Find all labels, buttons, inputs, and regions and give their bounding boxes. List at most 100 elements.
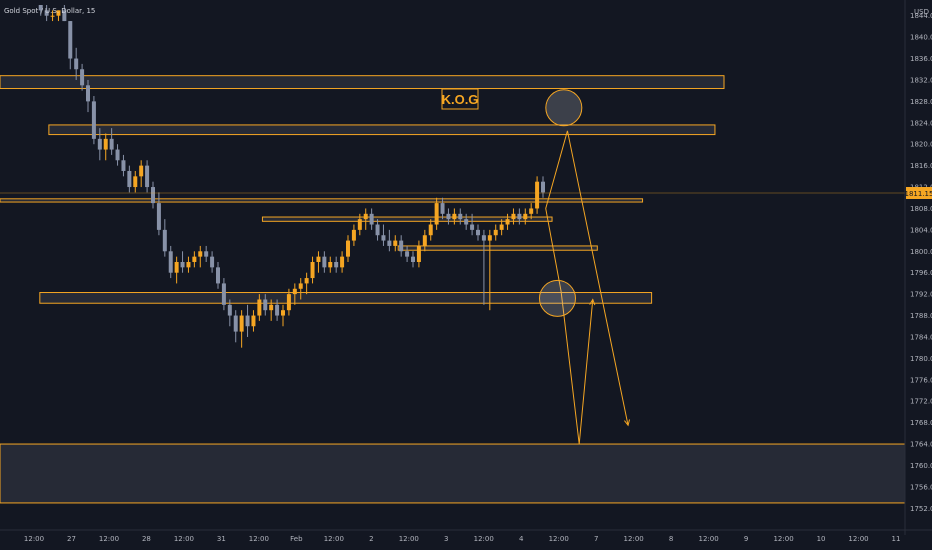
time-tick-label: 2 bbox=[369, 535, 373, 543]
symbol-header: Gold Spot / U.S. Dollar, 15 bbox=[4, 7, 95, 15]
candle-body bbox=[351, 229, 356, 241]
candle-body bbox=[97, 138, 102, 150]
price-tick-label: 1772.00 bbox=[910, 398, 932, 406]
candle-body bbox=[210, 256, 215, 268]
price-tick-label: 1768.00 bbox=[910, 419, 932, 427]
time-tick-label: 3 bbox=[444, 535, 448, 543]
candle-body bbox=[168, 251, 173, 273]
candle-body bbox=[139, 165, 144, 177]
candle-body bbox=[263, 299, 268, 311]
candle-body bbox=[91, 101, 96, 139]
candle-body bbox=[74, 58, 79, 70]
candle-body bbox=[535, 181, 540, 209]
candle-body bbox=[251, 315, 256, 327]
time-tick-label: 12:00 bbox=[848, 535, 868, 543]
candle-body bbox=[50, 15, 55, 17]
price-tick-label: 1796.00 bbox=[910, 269, 932, 277]
candle-body bbox=[369, 213, 374, 225]
candle-body bbox=[186, 262, 191, 268]
kog-label: K.O.G bbox=[441, 88, 479, 110]
projection-arrows bbox=[545, 130, 631, 445]
candle-body bbox=[523, 213, 528, 220]
candle-body bbox=[180, 262, 185, 268]
candle-body bbox=[127, 170, 132, 188]
zone bbox=[261, 216, 553, 222]
candle-body bbox=[541, 181, 545, 193]
candle-body bbox=[505, 219, 510, 225]
candle-body bbox=[162, 229, 167, 252]
candle-body bbox=[316, 256, 321, 262]
candle-body bbox=[428, 224, 433, 236]
candle-body bbox=[221, 283, 226, 305]
price-tick-label: 1840.00 bbox=[910, 34, 932, 42]
projection-arrowhead bbox=[624, 419, 631, 427]
projection-path bbox=[545, 130, 629, 426]
candle-body bbox=[345, 240, 350, 257]
price-tick-label: 1760.00 bbox=[910, 462, 932, 470]
time-tick-label: Feb bbox=[290, 535, 303, 543]
candle-body bbox=[68, 21, 73, 59]
candle-body bbox=[38, 5, 43, 11]
support-resistance-zones bbox=[0, 75, 906, 504]
candle-body bbox=[56, 10, 61, 16]
price-tick-label: 1764.00 bbox=[910, 441, 932, 449]
time-tick-label: 12:00 bbox=[99, 535, 119, 543]
candle-body bbox=[280, 310, 285, 316]
candle-body bbox=[121, 160, 126, 171]
time-tick-label: 12:00 bbox=[24, 535, 44, 543]
zone bbox=[0, 198, 644, 203]
candle-body bbox=[440, 203, 445, 214]
candle-body bbox=[192, 256, 197, 262]
time-tick-label: 7 bbox=[594, 535, 598, 543]
time-tick-label: 12:00 bbox=[474, 535, 494, 543]
candle-body bbox=[529, 208, 534, 214]
candle-body bbox=[304, 278, 309, 284]
candle-body bbox=[340, 256, 345, 268]
price-tick-label: 1780.00 bbox=[910, 355, 932, 363]
candle-body bbox=[227, 304, 232, 316]
candle-body bbox=[286, 294, 291, 311]
candle-body bbox=[381, 235, 386, 241]
candle-body bbox=[150, 187, 155, 204]
time-tick-label: 27 bbox=[67, 535, 76, 543]
candle-body bbox=[334, 262, 339, 268]
time-axis[interactable]: 12:00 27 12:00 28 12:00 31 12:00 Feb 12:00 2 12:00… bbox=[0, 529, 932, 543]
candle-body bbox=[109, 138, 114, 150]
time-tick-label: 12:00 bbox=[549, 535, 569, 543]
zone bbox=[397, 245, 598, 251]
candle-body bbox=[133, 176, 138, 188]
price-tick-label: 1756.00 bbox=[910, 483, 932, 491]
time-tick-label: 12:00 bbox=[773, 535, 793, 543]
candle-body bbox=[475, 229, 480, 236]
candle-body bbox=[85, 85, 90, 102]
price-axis[interactable]: 1844.00 1840.00 1836.00 1832.00 1828.00 1824.… bbox=[904, 0, 932, 535]
currency-label: USD bbox=[914, 8, 929, 16]
candle-body bbox=[357, 219, 362, 230]
time-tick-label: 12:00 bbox=[249, 535, 269, 543]
projection-path bbox=[545, 208, 594, 445]
candlestick-series bbox=[38, 5, 545, 348]
candle-body bbox=[292, 288, 297, 295]
candle-body bbox=[405, 251, 410, 257]
candle-body bbox=[517, 213, 522, 220]
time-tick-label: 12:00 bbox=[324, 535, 344, 543]
price-tick-label: 1788.00 bbox=[910, 312, 932, 320]
candle-body bbox=[215, 267, 220, 284]
candle-body bbox=[387, 240, 392, 246]
price-tick-label: 1792.00 bbox=[910, 291, 932, 299]
candle-body bbox=[44, 10, 49, 16]
candle-body bbox=[115, 149, 120, 161]
candle-body bbox=[198, 251, 203, 257]
candle-body bbox=[464, 219, 469, 225]
candle-body bbox=[375, 224, 380, 236]
candle-body bbox=[399, 240, 404, 252]
candle-body bbox=[493, 229, 498, 236]
candle-body bbox=[204, 251, 209, 257]
candle-body bbox=[174, 262, 179, 273]
price-tick-label: 1828.00 bbox=[910, 98, 932, 106]
price-tick-label: 1816.00 bbox=[910, 162, 932, 170]
price-tick-label: 1820.00 bbox=[910, 141, 932, 149]
candle-body bbox=[269, 304, 274, 311]
candle-body bbox=[452, 213, 457, 220]
